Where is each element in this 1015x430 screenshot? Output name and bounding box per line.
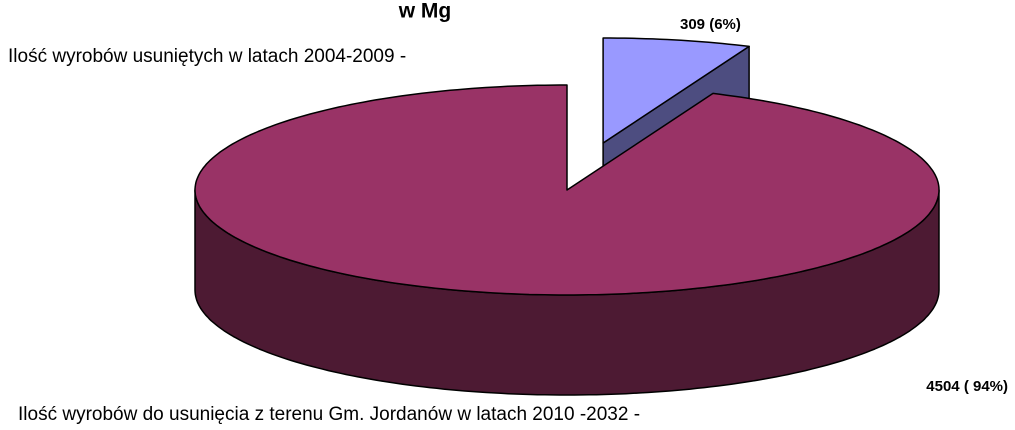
chart-title: w Mg	[398, 0, 452, 23]
value-label: 4504 ( 94%)	[926, 378, 1008, 395]
value-label: 309 (6%)	[680, 16, 741, 33]
slice	[602, 37, 750, 144]
slice	[194, 84, 940, 296]
slice-label: Ilość wyrobów usuniętych w latach 2004-2…	[8, 46, 406, 67]
slice-label: Ilość wyrobów do usunięcia z terenu Gm. …	[18, 404, 640, 425]
pie	[194, 37, 940, 396]
